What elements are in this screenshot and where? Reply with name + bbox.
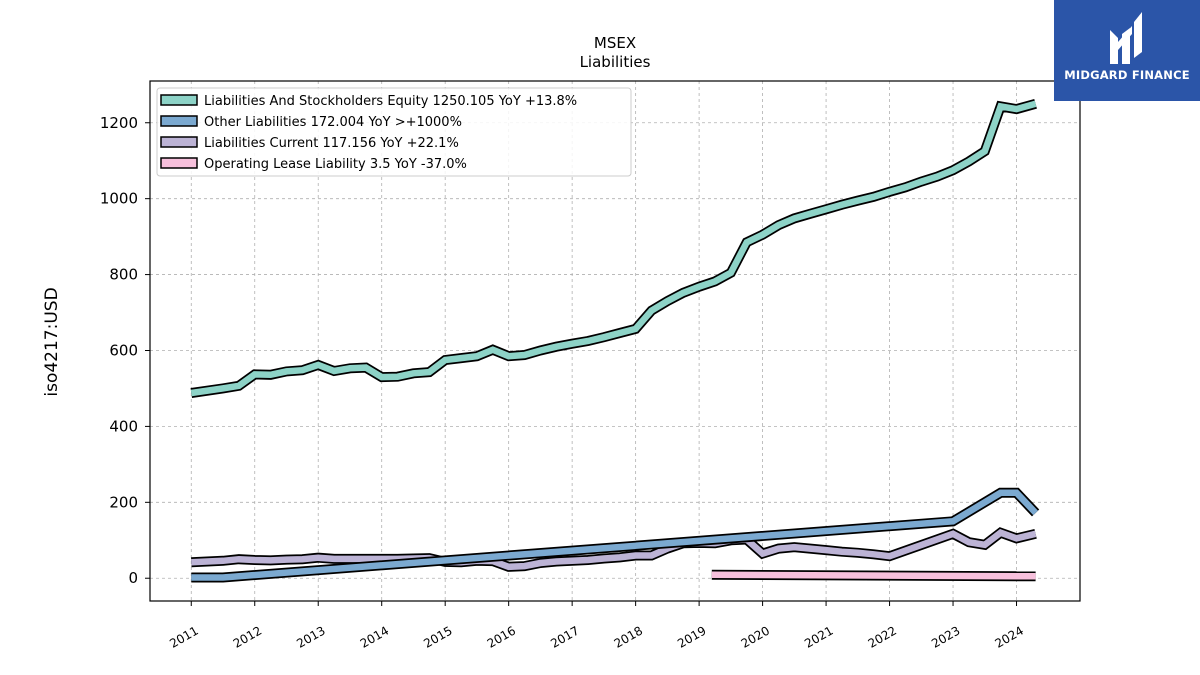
legend-label: Liabilities And Stockholders Equity 1250… xyxy=(204,94,577,109)
x-axis: 2011 2012 2013 2014 2015 2016 2017 2018 2019 2020… xyxy=(167,601,1026,651)
y-tick-label: 0 xyxy=(128,569,138,587)
legend: Liabilities And Stockholders Equity 1250… xyxy=(156,87,632,177)
legend-swatch xyxy=(160,157,198,169)
legend-swatch xyxy=(160,115,198,127)
chart-title: MSEX xyxy=(594,34,636,52)
x-tick-label: 2023 xyxy=(929,623,962,650)
x-tick-label: 2019 xyxy=(675,623,708,650)
y-axis: 0 200 400 600 800 1000 1200 xyxy=(100,114,150,587)
legend-box xyxy=(156,87,632,177)
x-tick-label: 2016 xyxy=(485,623,518,650)
series-line-outline xyxy=(191,487,1040,583)
series-layer xyxy=(190,98,1040,583)
y-tick-label: 1000 xyxy=(100,190,138,208)
series-line xyxy=(190,100,1037,397)
legend-label: Operating Lease Liability 3.5 YoY -37.0% xyxy=(204,157,467,172)
y-tick-label: 600 xyxy=(109,341,138,359)
legend-label: Liabilities Current 117.156 YoY +22.1% xyxy=(204,136,459,151)
logo-text: MIDGARD FINANCE xyxy=(1064,68,1190,82)
legend-swatch xyxy=(160,94,198,106)
plot-frame xyxy=(149,80,1081,602)
chart-subtitle: Liabilities xyxy=(580,53,651,71)
y-axis-label: iso4217:USD xyxy=(42,287,62,396)
x-tick-label: 2014 xyxy=(358,623,391,650)
x-tick-label: 2022 xyxy=(866,623,899,650)
series-line xyxy=(711,571,1036,580)
x-tick-label: 2024 xyxy=(993,623,1026,650)
x-tick-label: 2013 xyxy=(294,623,327,650)
midgard-logo-icon xyxy=(1110,12,1142,64)
legend-swatch xyxy=(160,136,198,148)
x-tick-label: 2011 xyxy=(167,623,200,650)
x-tick-label: 2017 xyxy=(548,623,581,650)
series-line xyxy=(191,529,1037,571)
y-tick-label: 800 xyxy=(109,266,138,284)
y-tick-label: 200 xyxy=(109,493,138,511)
x-tick-label: 2020 xyxy=(739,623,772,650)
series-line xyxy=(191,489,1038,581)
x-tick-label: 2021 xyxy=(802,623,835,650)
x-tick-label: 2012 xyxy=(231,623,264,650)
x-tick-label: 2015 xyxy=(421,623,454,650)
y-tick-label: 400 xyxy=(109,417,138,435)
brand-logo: MIDGARD FINANCE xyxy=(1054,0,1200,101)
legend-label: Other Liabilities 172.004 YoY >+1000% xyxy=(204,115,462,130)
x-tick-label: 2018 xyxy=(612,623,645,650)
y-tick-label: 1200 xyxy=(100,114,138,132)
